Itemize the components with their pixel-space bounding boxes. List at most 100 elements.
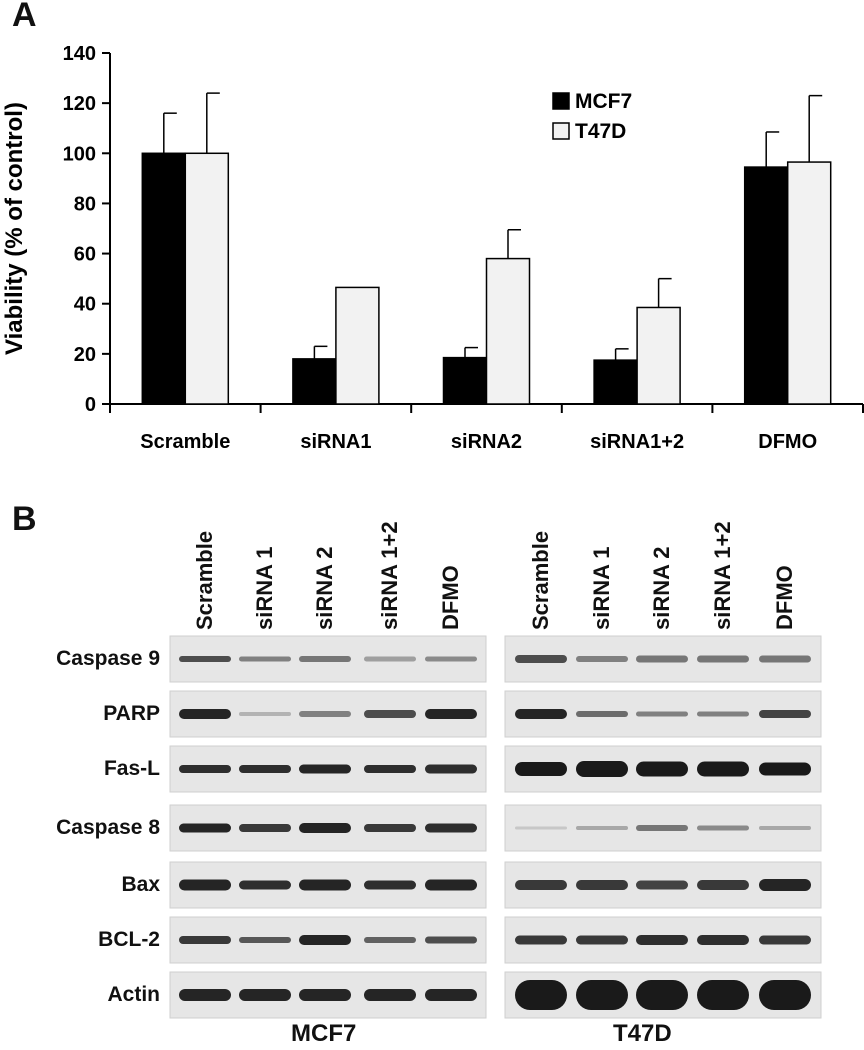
protein-label-fas-l: Fas-L <box>103 757 160 780</box>
blot-band <box>697 935 749 945</box>
blot-band <box>364 824 416 832</box>
blot-band <box>425 823 477 833</box>
blot-band <box>636 711 688 717</box>
blot-band <box>576 826 628 830</box>
protein-label-caspase-9: Caspase 9 <box>56 647 160 670</box>
blot-band <box>515 880 567 890</box>
blot-band <box>515 826 567 830</box>
y-tick-label: 0 <box>85 394 96 416</box>
protein-label-caspase-8: Caspase 8 <box>56 816 160 839</box>
blot-band <box>636 825 688 831</box>
blot-band <box>299 879 351 891</box>
blot-band <box>239 765 291 773</box>
blot-band <box>239 989 291 1001</box>
y-tick-label: 100 <box>63 143 96 165</box>
protein-label-bcl-2: BCL-2 <box>98 928 160 951</box>
y-axis-label: Viability (% of control) <box>1 102 28 355</box>
blot-band <box>759 710 811 718</box>
y-tick-label: 140 <box>63 43 96 65</box>
blot-band <box>697 880 749 890</box>
blot-band <box>364 937 416 943</box>
blot-band <box>239 824 291 832</box>
blot-band <box>759 826 811 830</box>
blot-band <box>299 989 351 1001</box>
x-tick-label: siRNA1 <box>300 431 371 453</box>
blot-band <box>515 935 567 945</box>
x-tick-label: Scramble <box>140 431 230 453</box>
blot-band <box>364 710 416 718</box>
blot-band <box>299 764 351 774</box>
panel-b-letter: B <box>12 500 37 538</box>
blot-band <box>179 936 231 944</box>
y-tick-label: 80 <box>74 193 96 215</box>
blot-band <box>515 655 567 663</box>
blot-band <box>759 935 811 945</box>
blot-band <box>697 980 749 1010</box>
blot-band <box>576 935 628 945</box>
blot-band <box>636 655 688 663</box>
blot-band <box>759 980 811 1010</box>
bar-t47d-3 <box>636 306 681 405</box>
blot-band <box>239 712 291 716</box>
bar-chart: 0 20 40 60 80 100 120 140 Viability (% of contro… <box>1 43 864 453</box>
blot-band <box>759 655 811 663</box>
blot-band <box>179 765 231 773</box>
bar-mcf7-1 <box>292 358 337 405</box>
x-tick-label: siRNA1+2 <box>590 431 684 453</box>
blot-band <box>576 880 628 890</box>
bar-mcf7-0 <box>141 152 187 405</box>
blot-band <box>299 823 351 833</box>
blot-band <box>697 761 749 777</box>
blot-band <box>425 936 477 944</box>
legend-label-t47d: T47D <box>575 120 626 143</box>
bar-t47d-4 <box>786 161 832 405</box>
blot-band <box>636 980 688 1010</box>
blot-band <box>759 762 811 776</box>
y-tick-label: 120 <box>63 93 96 115</box>
blot-band <box>364 656 416 662</box>
blot-band <box>697 825 749 831</box>
legend-label-mcf7: MCF7 <box>575 90 632 113</box>
bar-t47d-2 <box>485 257 531 405</box>
blot-band <box>179 989 231 1001</box>
blot-band <box>179 709 231 719</box>
x-tick-label: siRNA2 <box>451 431 522 453</box>
cell-line-label-mcf7: MCF7 <box>291 1020 357 1047</box>
blot-band <box>425 764 477 774</box>
panel-a-letter: A <box>12 0 37 34</box>
blot-band <box>636 761 688 777</box>
blot-band <box>576 711 628 717</box>
blot-band <box>576 656 628 662</box>
blot-band <box>239 656 291 662</box>
blot-band <box>697 711 749 717</box>
blot-band <box>364 765 416 773</box>
blot-band <box>364 989 416 1001</box>
y-tick-label: 60 <box>74 244 96 266</box>
blot-band <box>697 655 749 663</box>
y-tick-label: 20 <box>74 344 96 366</box>
x-tick-label: DFMO <box>758 431 817 453</box>
protein-label-parp: PARP <box>103 702 160 725</box>
blot-band <box>179 656 231 662</box>
legend-swatch-mcf7 <box>552 92 570 110</box>
legend-swatch-t47d <box>552 122 570 140</box>
bar-mcf7-4 <box>743 166 789 405</box>
cell-line-label-t47d: T47D <box>613 1020 672 1047</box>
blot-band <box>576 761 628 777</box>
protein-label-actin: Actin <box>107 983 161 1006</box>
blot-band <box>179 823 231 833</box>
blot-band <box>425 989 477 1001</box>
blot-band <box>515 709 567 719</box>
blot-band <box>299 656 351 662</box>
blot-band <box>179 879 231 891</box>
blot-band <box>515 762 567 776</box>
bar-t47d-1 <box>335 286 380 405</box>
blot-band <box>636 935 688 945</box>
blot-band <box>576 980 628 1010</box>
blot-band <box>636 880 688 890</box>
blot-band <box>425 709 477 719</box>
protein-label-bax: Bax <box>121 873 160 896</box>
blot-band <box>759 879 811 891</box>
blot-band <box>299 935 351 945</box>
